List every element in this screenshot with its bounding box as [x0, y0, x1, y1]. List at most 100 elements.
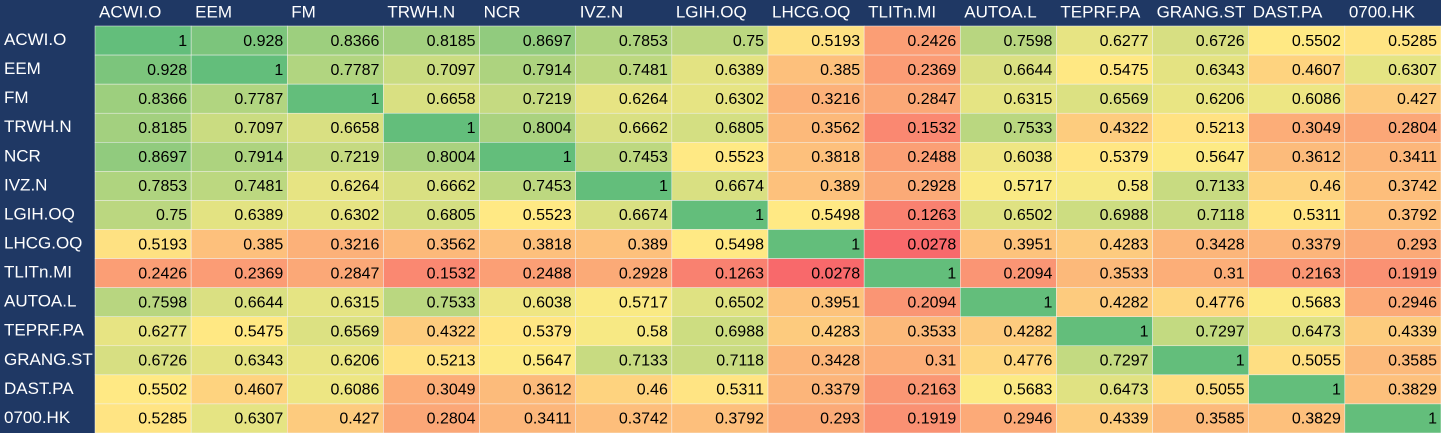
heat-cell	[1344, 25, 1441, 56]
column-header: ACWI.O	[99, 2, 161, 21]
cell-value: 0.6988	[715, 323, 764, 340]
cell-value: 0.6502	[715, 294, 764, 311]
cell-value: 0.6206	[1196, 91, 1245, 108]
cell-value: 0.46	[1310, 178, 1341, 195]
cell-value: 0.2804	[1388, 120, 1437, 137]
cell-value: 0.6302	[715, 91, 764, 108]
heat-cell	[1152, 25, 1249, 56]
heat-cell	[960, 112, 1057, 143]
heat-cell	[1248, 229, 1346, 259]
cell-value: 0.2488	[907, 149, 956, 166]
cell-value: 0.5502	[1292, 33, 1341, 50]
heat-cell	[671, 83, 769, 114]
cell-value: 0.2804	[427, 411, 476, 428]
cell-value: 0.6988	[1100, 207, 1149, 224]
cell-value: 1	[851, 236, 860, 253]
heat-cell	[863, 25, 961, 56]
cell-value: 0.7118	[716, 353, 764, 370]
cell-value: 0.2369	[234, 265, 283, 282]
cell-value: 0.7219	[523, 91, 572, 108]
row-header: DAST.PA	[4, 379, 74, 398]
cell-value: 0.7118	[1197, 207, 1245, 224]
heat-cell	[1248, 258, 1346, 288]
row-header-band	[0, 0, 95, 433]
heat-cell	[575, 200, 673, 230]
cell-value: 0.3818	[523, 236, 572, 253]
cell-value: 0.5523	[715, 149, 764, 166]
cell-value: 0.5213	[1196, 120, 1245, 137]
heat-cell	[1248, 25, 1346, 56]
column-header: DAST.PA	[1253, 2, 1323, 21]
cell-value: 0.928	[243, 33, 283, 50]
cell-value: 0.75	[733, 33, 764, 50]
cell-value: 0.4322	[427, 323, 476, 340]
heat-cell	[1248, 54, 1346, 85]
cell-value: 0.2426	[907, 33, 956, 50]
heat-cell	[479, 316, 576, 347]
row-header: AUTOA.L	[4, 292, 76, 311]
heat-cell	[94, 403, 192, 433]
column-header: LHCG.OQ	[772, 2, 850, 21]
cell-value: 0.7853	[138, 178, 187, 195]
heat-cell	[671, 25, 769, 56]
cell-value: 0.6277	[1100, 33, 1149, 50]
heat-cell	[479, 112, 576, 143]
heat-cell	[1248, 200, 1346, 230]
heat-cell	[863, 229, 961, 259]
cell-value: 0.1263	[715, 265, 764, 282]
heat-cell	[1056, 345, 1153, 376]
cell-value: 0.3379	[1292, 236, 1341, 253]
heat-cell	[1248, 345, 1346, 376]
heat-cell	[1344, 345, 1441, 376]
cell-value: 0.5475	[1100, 62, 1149, 79]
cell-value: 0.4339	[1388, 323, 1437, 340]
heat-cell	[767, 374, 865, 405]
heat-cell	[575, 229, 673, 259]
cell-value: 0.3792	[715, 411, 764, 428]
heat-cell	[575, 345, 673, 376]
heat-cell	[479, 83, 576, 114]
cell-value: 0.4283	[1100, 236, 1149, 253]
heat-cell	[479, 25, 576, 56]
heat-cell	[1248, 316, 1346, 347]
heat-cell	[767, 403, 865, 433]
column-header: TRWH.N	[387, 2, 455, 21]
cell-value: 0.8697	[523, 33, 572, 50]
heat-cell	[863, 374, 961, 405]
cell-value: 0.6644	[1003, 62, 1052, 79]
cell-value: 0.5311	[1293, 207, 1341, 224]
cell-value: 0.5717	[1003, 178, 1052, 195]
heat-cell	[575, 112, 673, 143]
cell-value: 0.928	[147, 62, 187, 79]
heat-cell	[1056, 374, 1153, 405]
cell-value: 1	[274, 62, 283, 79]
heat-cell	[960, 403, 1057, 433]
cell-value: 0.3411	[1389, 149, 1437, 166]
heat-cell	[1056, 287, 1153, 317]
heat-cell	[960, 142, 1057, 172]
column-header: EEM	[195, 2, 232, 21]
cell-value: 0.2928	[907, 178, 956, 195]
heat-cell	[94, 287, 192, 317]
heat-cell	[383, 171, 480, 201]
heat-cell	[479, 403, 576, 433]
heat-cell	[1152, 258, 1249, 288]
column-header: FM	[291, 2, 316, 21]
heat-cell	[479, 200, 576, 230]
heat-cell	[94, 200, 192, 230]
heat-cell	[671, 403, 769, 433]
heat-cell	[1056, 171, 1153, 201]
cell-value: 0.3951	[1003, 236, 1052, 253]
cell-value: 0.6726	[138, 353, 187, 370]
cell-value: 0.2094	[907, 294, 956, 311]
cell-value: 1	[1236, 353, 1245, 370]
cell-value: 0.31	[1214, 265, 1245, 282]
heat-cell	[94, 345, 192, 376]
heat-cell	[94, 54, 192, 85]
heat-cell	[575, 83, 673, 114]
heat-cell	[383, 345, 480, 376]
heat-cell	[383, 112, 480, 143]
heat-cell	[1152, 83, 1249, 114]
heat-cell	[1152, 345, 1249, 376]
